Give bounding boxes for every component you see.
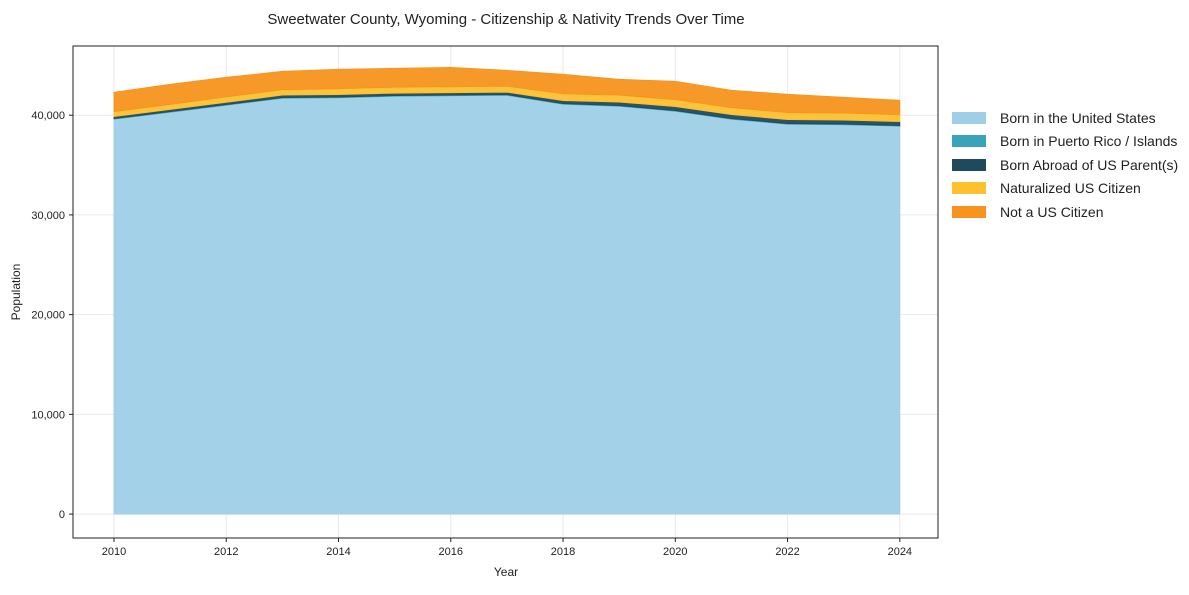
legend: Born in the United States Born in Puerto … xyxy=(952,106,1178,224)
plot-frame xyxy=(72,45,939,539)
legend-item-born-abroad-of-us-parent-s: Born Abroad of US Parent(s) xyxy=(952,153,1178,177)
x-tick-label: 2024 xyxy=(888,546,912,558)
legend-swatch xyxy=(952,158,986,171)
x-tick-label: 2022 xyxy=(775,546,799,558)
legend-item-born-in-the-united-states: Born in the United States xyxy=(952,106,1178,130)
y-tick-label: 20,000 xyxy=(31,310,65,322)
x-axis-label: Year xyxy=(494,565,518,579)
legend-swatch xyxy=(952,111,986,124)
x-tick-label: 2014 xyxy=(326,546,350,558)
legend-swatch xyxy=(952,205,986,218)
legend-label: Born in the United States xyxy=(1000,109,1156,126)
area-born-in-the-united-states xyxy=(113,94,901,515)
legend-label: Naturalized US Citizen xyxy=(1000,180,1141,197)
y-tick-label: 10,000 xyxy=(31,409,65,421)
x-tick-label: 2010 xyxy=(102,546,126,558)
chart-title: Sweetwater County, Wyoming - Citizenship… xyxy=(267,11,744,28)
y-tick-label: 30,000 xyxy=(31,210,65,222)
y-tick-label: 0 xyxy=(59,509,65,521)
x-tick-label: 2016 xyxy=(439,546,463,558)
legend-label: Born Abroad of US Parent(s) xyxy=(1000,156,1179,173)
legend-label: Not a US Citizen xyxy=(1000,203,1104,220)
legend-item-naturalized-us-citizen: Naturalized US Citizen xyxy=(952,177,1178,201)
legend-item-not-a-us-citizen: Not a US Citizen xyxy=(952,200,1178,224)
legend-swatch xyxy=(952,182,986,195)
legend-item-born-in-puerto-rico-islands: Born in Puerto Rico / Islands xyxy=(952,130,1178,154)
legend-label: Born in Puerto Rico / Islands xyxy=(1000,133,1178,150)
y-tick-label: 40,000 xyxy=(31,110,65,122)
legend-swatch xyxy=(952,135,986,148)
x-tick-label: 2012 xyxy=(214,546,238,558)
y-axis-label: Population xyxy=(9,264,23,321)
x-tick-label: 2018 xyxy=(551,546,575,558)
x-tick-label: 2020 xyxy=(663,546,687,558)
area-not-a-us-citizen xyxy=(113,66,901,116)
